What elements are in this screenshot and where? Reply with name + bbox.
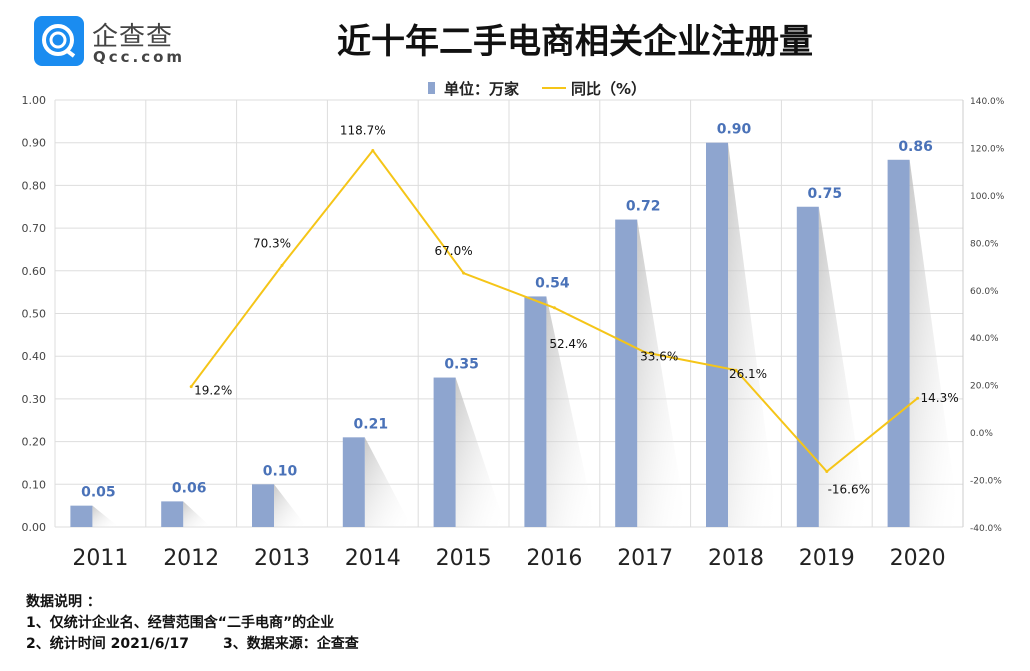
left-axis-tick: 0.40: [22, 350, 47, 363]
bar-shadow: [92, 505, 119, 527]
bar: [887, 159, 910, 527]
notes-source: 3、数据来源：企查查: [223, 636, 359, 652]
left-axis-tick: 0.10: [22, 478, 47, 491]
x-axis-tick: 2020: [890, 546, 946, 571]
bar: [524, 296, 547, 527]
bar: [433, 377, 456, 527]
line-value-label: 52.4%: [549, 337, 587, 351]
right-axis-tick: 140.0%: [970, 97, 1005, 107]
bar-shadow: [818, 206, 869, 527]
line-point: [462, 271, 466, 275]
left-axis-tick: 0.50: [22, 308, 47, 321]
line-value-label: 26.1%: [729, 367, 767, 381]
right-axis-tick: 120.0%: [970, 144, 1005, 154]
chart-title: 近十年二手电商相关企业注册量: [337, 22, 813, 62]
bar-shadow: [637, 219, 688, 527]
bar-value-label: 0.86: [898, 139, 933, 155]
logo-domain: Qcc.com: [93, 48, 186, 66]
line-value-label: 67.0%: [435, 244, 473, 258]
line-point: [734, 368, 738, 372]
line-value-label: 33.6%: [640, 349, 678, 363]
bar: [796, 206, 819, 527]
line-point: [916, 396, 920, 400]
x-axis-tick: 2012: [163, 546, 219, 571]
right-axis-tick: 20.0%: [970, 382, 999, 392]
bar-value-label: 0.75: [808, 186, 843, 202]
line-value-label: 14.3%: [921, 391, 959, 405]
qcc-logo-icon: [34, 16, 84, 66]
bar-value-label: 0.54: [535, 275, 570, 291]
bar-value-label: 0.05: [81, 485, 116, 501]
right-axis-tick: 60.0%: [970, 287, 999, 297]
left-axis-tick: 0.90: [22, 137, 47, 150]
left-axis-tick: 0.70: [22, 222, 47, 235]
bar-shadow: [455, 377, 506, 527]
logo-text: 企查查: [92, 22, 174, 52]
x-axis-tick: 2013: [254, 546, 310, 571]
bar-value-label: 0.10: [263, 463, 298, 479]
right-axis-tick: 0.0%: [970, 429, 993, 439]
x-axis-tick: 2019: [799, 546, 855, 571]
right-axis-tick: 80.0%: [970, 239, 999, 249]
bar-value-label: 0.21: [354, 416, 389, 432]
notes-date: 2、统计时间 2021/6/17: [26, 636, 190, 652]
bar: [70, 505, 93, 527]
notes-heading: 数据说明 ：: [26, 594, 101, 610]
bar: [252, 484, 274, 527]
bar-shadow: [274, 484, 307, 527]
bar-shadow: [546, 296, 597, 527]
legend: 单位：万家 同比（%）: [428, 80, 646, 98]
right-axis-tick: 100.0%: [970, 192, 1005, 202]
legend-bar-swatch: [428, 82, 435, 94]
notes-line-2: 2、统计时间 2021/6/17 3、数据来源：企查查: [26, 634, 359, 655]
x-axis-tick: 2015: [436, 546, 492, 571]
legend-line-label: 同比（%）: [571, 80, 646, 98]
right-axis-tick: -40.0%: [970, 524, 1002, 534]
bar-value-label: 0.72: [626, 199, 661, 215]
line-point: [280, 263, 284, 267]
bar: [342, 437, 365, 527]
line-value-label: 118.7%: [340, 124, 386, 138]
left-axis-tick: 1.00: [22, 94, 47, 107]
x-axis-tick: 2017: [617, 546, 673, 571]
x-axis-tick: 2018: [708, 546, 764, 571]
x-axis-tick: 2011: [72, 546, 128, 571]
line-point: [643, 350, 647, 354]
bar-value-label: 0.90: [717, 122, 752, 138]
x-axis-tick: 2016: [526, 546, 582, 571]
line-point: [371, 149, 375, 153]
left-axis-tick: 0.80: [22, 179, 47, 192]
line-point: [825, 469, 829, 473]
bar: [615, 219, 638, 527]
right-axis-tick: 40.0%: [970, 334, 999, 344]
left-axis-tick: 0.30: [22, 393, 47, 406]
line-value-label: -16.6%: [828, 482, 870, 496]
line-value-label: 70.3%: [253, 236, 291, 250]
line-value-label: 19.2%: [194, 384, 232, 398]
x-axis-tick: 2014: [345, 546, 401, 571]
bar: [161, 501, 184, 527]
left-axis-tick: 0.00: [22, 521, 47, 534]
line-point: [189, 385, 193, 389]
bar-value-label: 0.35: [444, 357, 479, 373]
data-notes: 数据说明 ： 1、仅统计企业名、经营范围含“二手电商”的企业 2、统计时间 20…: [26, 592, 359, 655]
bar: [706, 142, 728, 527]
legend-bar-label: 单位：万家: [444, 80, 519, 98]
left-axis-tick: 0.60: [22, 265, 47, 278]
line-point: [552, 306, 556, 310]
bar-value-label: 0.06: [172, 480, 207, 496]
notes-line-1: 1、仅统计企业名、经营范围含“二手电商”的企业: [26, 615, 335, 631]
right-axis-tick: -20.0%: [970, 477, 1002, 487]
bar-shadow: [364, 437, 412, 527]
left-axis-tick: 0.20: [22, 436, 47, 449]
bar-shadow: [728, 142, 778, 527]
bar-shadow: [909, 159, 960, 527]
bar-shadow: [183, 501, 211, 527]
